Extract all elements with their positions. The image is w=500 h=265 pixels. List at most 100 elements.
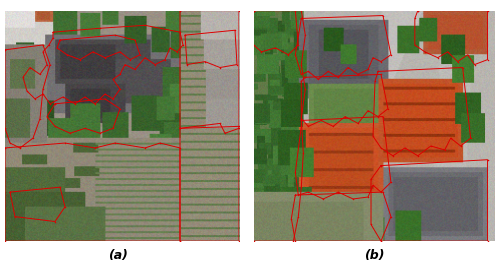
Point [341,114,349,119]
Point [131,38,139,42]
Point [81,126,89,130]
Point [454,60,462,64]
Point [173,50,181,54]
Point [109,77,117,81]
Point [298,116,306,121]
Point [176,146,184,150]
Point [354,121,362,126]
Point [19,75,27,80]
Point [411,43,419,47]
Point [377,60,385,64]
Point [369,134,377,138]
Point [121,63,129,67]
Point [379,14,387,18]
Point [414,8,422,13]
Point [300,151,308,155]
Point [250,8,258,13]
Point [250,8,258,13]
Point [136,53,144,57]
Point [294,214,302,219]
Point [31,97,39,101]
Point [304,69,312,74]
Point [427,144,435,148]
Point [179,43,187,47]
Point [1,239,9,243]
Point [216,121,224,126]
Point [39,92,47,96]
Point [176,126,184,130]
Point [377,190,385,194]
Point [387,53,395,57]
Point [56,185,64,189]
Point [349,197,357,201]
Point [11,214,19,219]
Point [96,131,104,135]
Point [364,109,372,113]
Point [421,50,429,54]
Point [49,30,57,34]
Point [23,89,31,93]
Text: (b): (b) [364,249,384,262]
Point [176,126,184,130]
Point [446,136,454,140]
Point [258,50,266,54]
Point [377,72,385,77]
Point [6,141,14,145]
Point [298,118,306,123]
Point [66,131,74,135]
Point [294,43,302,47]
Point [56,38,64,42]
Point [411,16,419,21]
Point [16,146,24,150]
Point [304,124,312,129]
Point [6,190,14,194]
Point [298,118,306,123]
Point [235,126,243,130]
Point [304,190,312,194]
Point [111,33,119,37]
Point [141,23,149,28]
Point [176,239,184,243]
Point [298,124,306,129]
Point [377,239,385,243]
Point [292,170,300,175]
Point [29,136,37,140]
Point [484,158,492,162]
Point [36,72,44,77]
Point [377,164,385,168]
Point [374,114,382,119]
Point [51,102,59,106]
Point [36,116,44,121]
Point [141,146,149,150]
Point [231,28,239,32]
Point [470,63,478,67]
Point [176,8,184,13]
Point [377,146,385,150]
Text: (a): (a) [108,249,128,262]
Point [377,239,385,243]
Point [76,58,84,62]
Point [156,141,164,145]
Point [181,33,189,37]
Point [458,65,466,70]
Point [367,177,375,182]
Point [59,95,67,99]
Point [183,63,191,67]
Point [181,33,189,37]
Point [51,219,59,224]
Point [176,239,184,243]
Point [109,126,117,130]
Point [96,26,104,30]
Point [302,33,310,37]
Point [39,87,47,91]
Point [233,63,241,67]
Point [466,136,474,140]
Point [298,16,306,21]
Point [298,63,306,67]
Point [292,193,300,197]
Point [379,190,387,194]
Point [43,63,51,67]
Point [414,8,422,13]
Point [371,79,379,83]
Point [39,43,47,47]
